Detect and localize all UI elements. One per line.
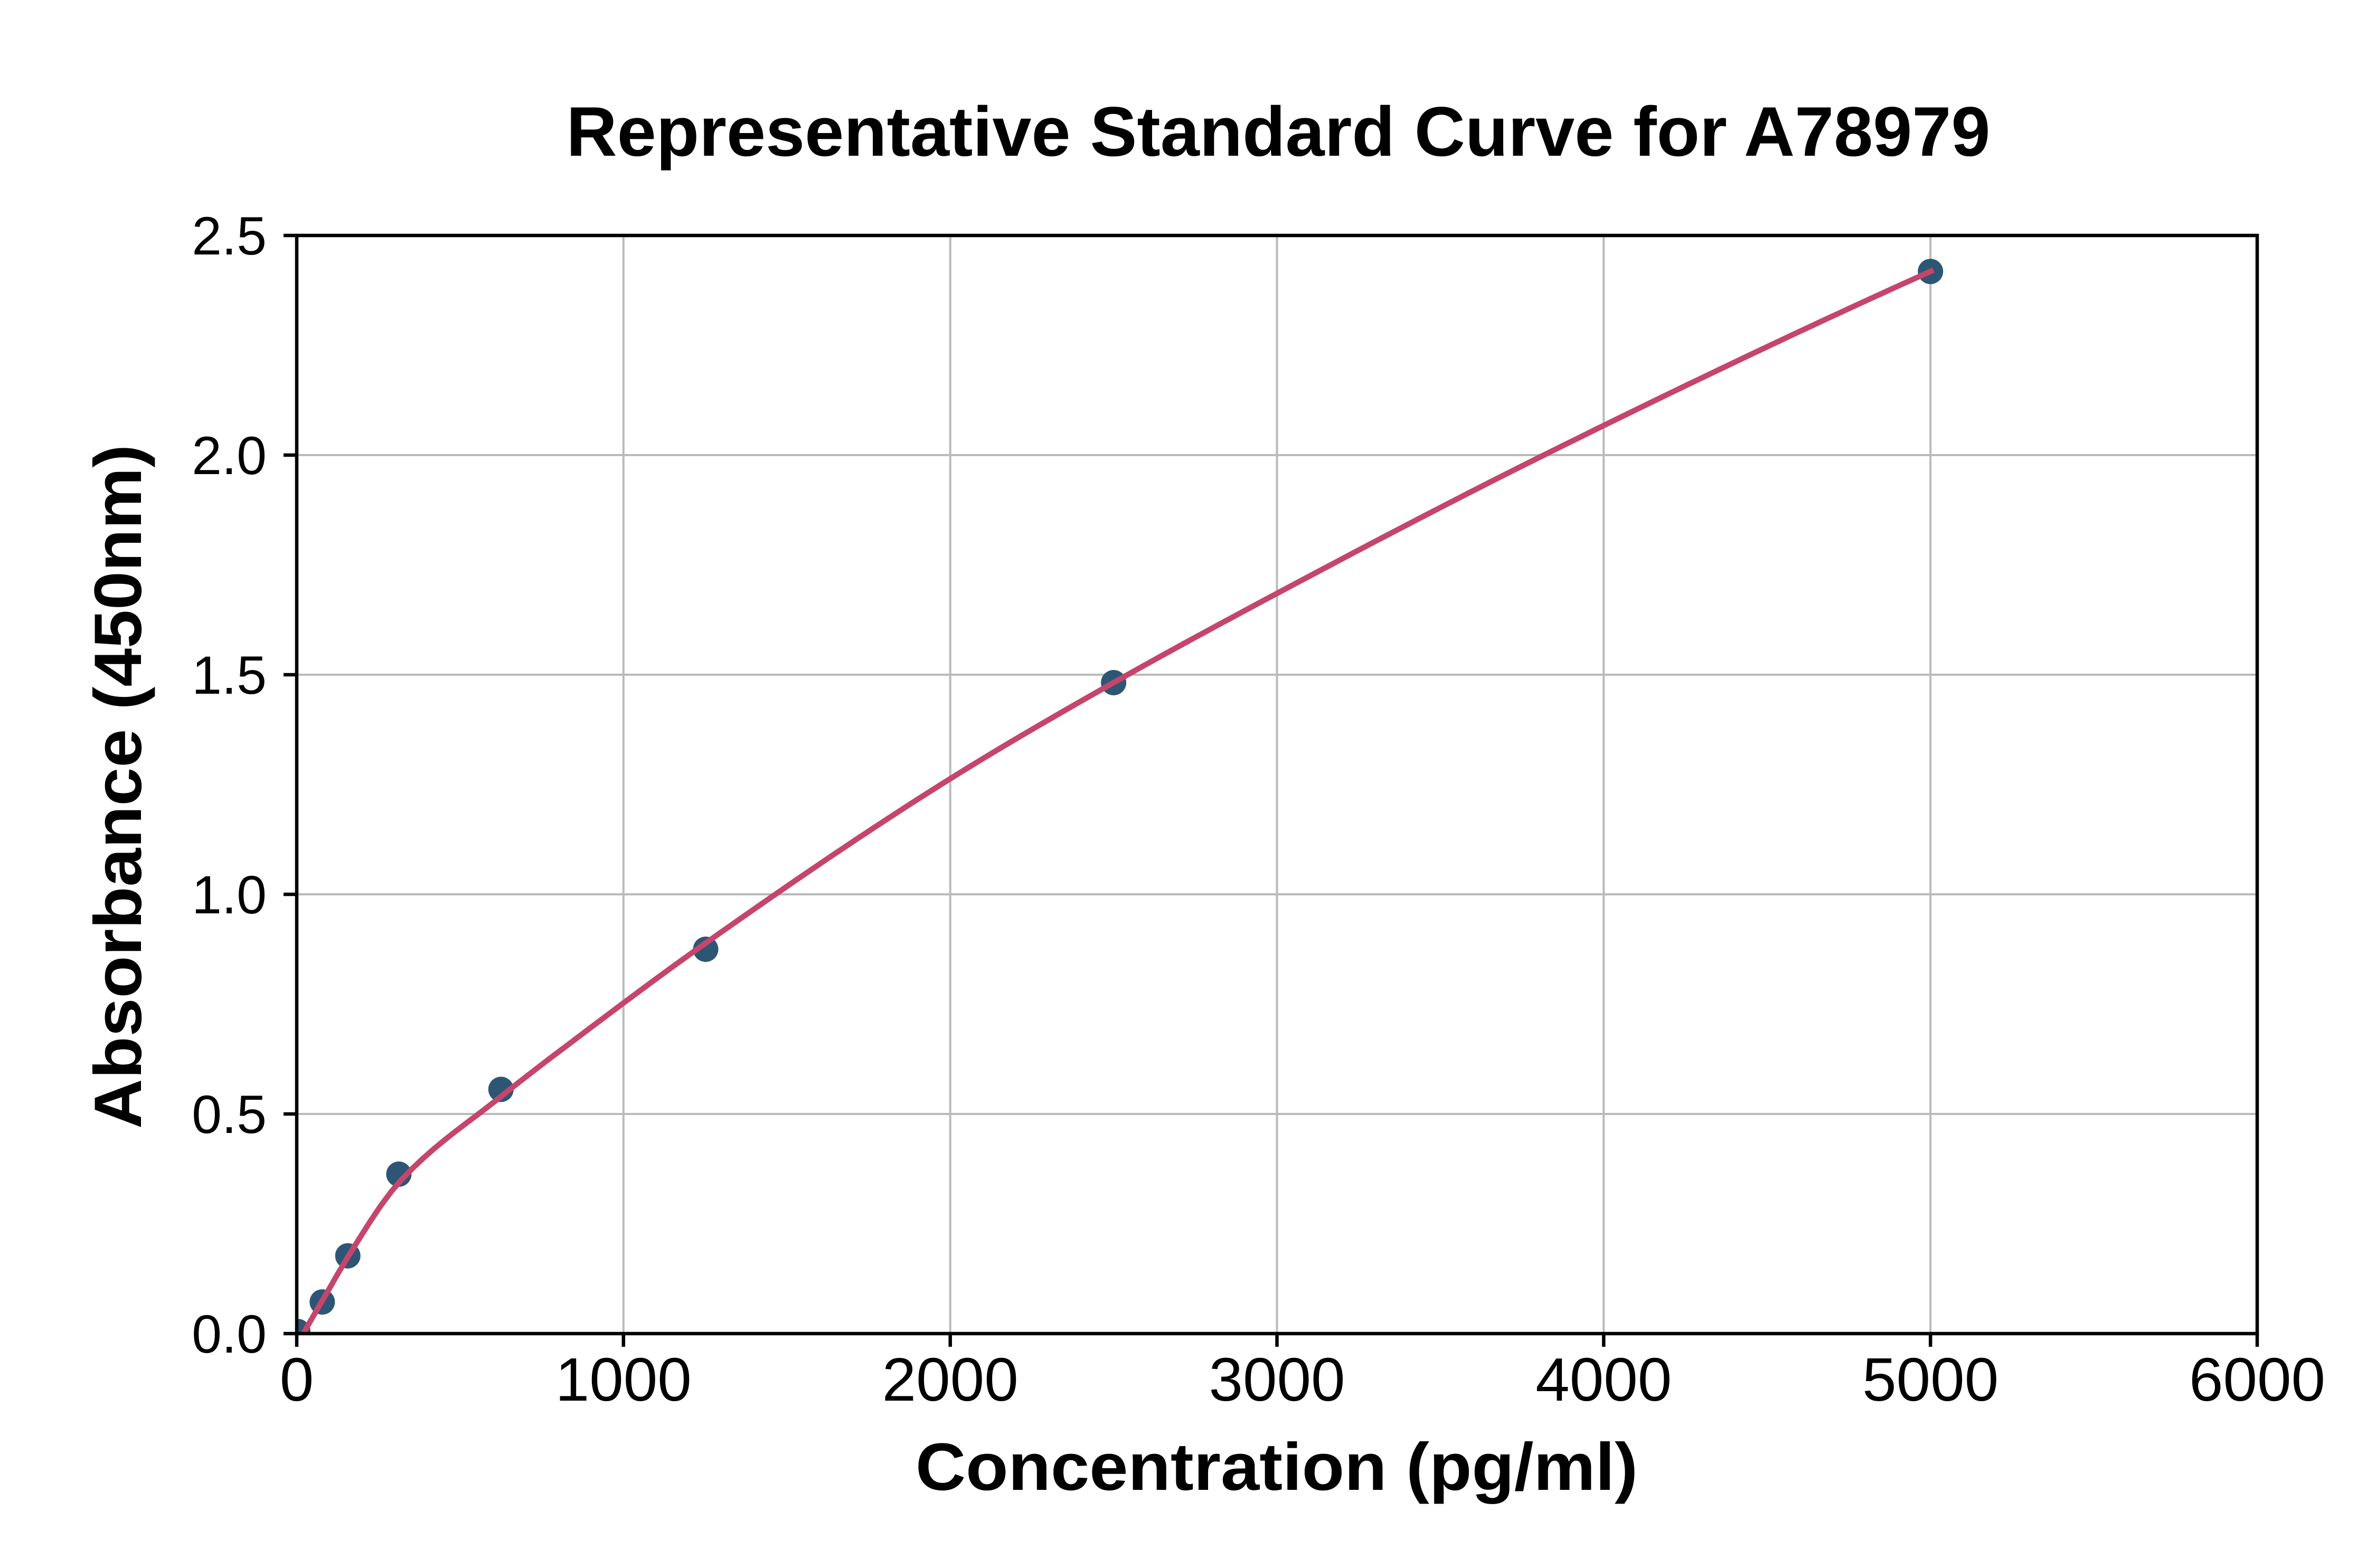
svg-text:0.5: 0.5 [192,1084,267,1145]
svg-text:1000: 1000 [555,1345,692,1414]
svg-text:1.5: 1.5 [192,645,267,705]
svg-text:4000: 4000 [1535,1345,1672,1414]
svg-text:2000: 2000 [882,1345,1019,1414]
svg-text:2.0: 2.0 [192,426,267,486]
svg-text:3000: 3000 [1209,1345,1345,1414]
svg-text:5000: 5000 [1862,1345,1998,1414]
svg-text:Representative Standard Curve: Representative Standard Curve for A78979 [567,93,1991,171]
svg-text:6000: 6000 [2189,1345,2325,1414]
svg-text:Absorbance (450nm): Absorbance (450nm) [80,445,155,1129]
svg-text:0: 0 [280,1345,314,1414]
svg-text:2.5: 2.5 [192,206,267,266]
svg-text:1.0: 1.0 [192,865,267,925]
svg-text:0.0: 0.0 [192,1304,267,1364]
svg-text:Concentration (pg/ml): Concentration (pg/ml) [916,1429,1638,1504]
